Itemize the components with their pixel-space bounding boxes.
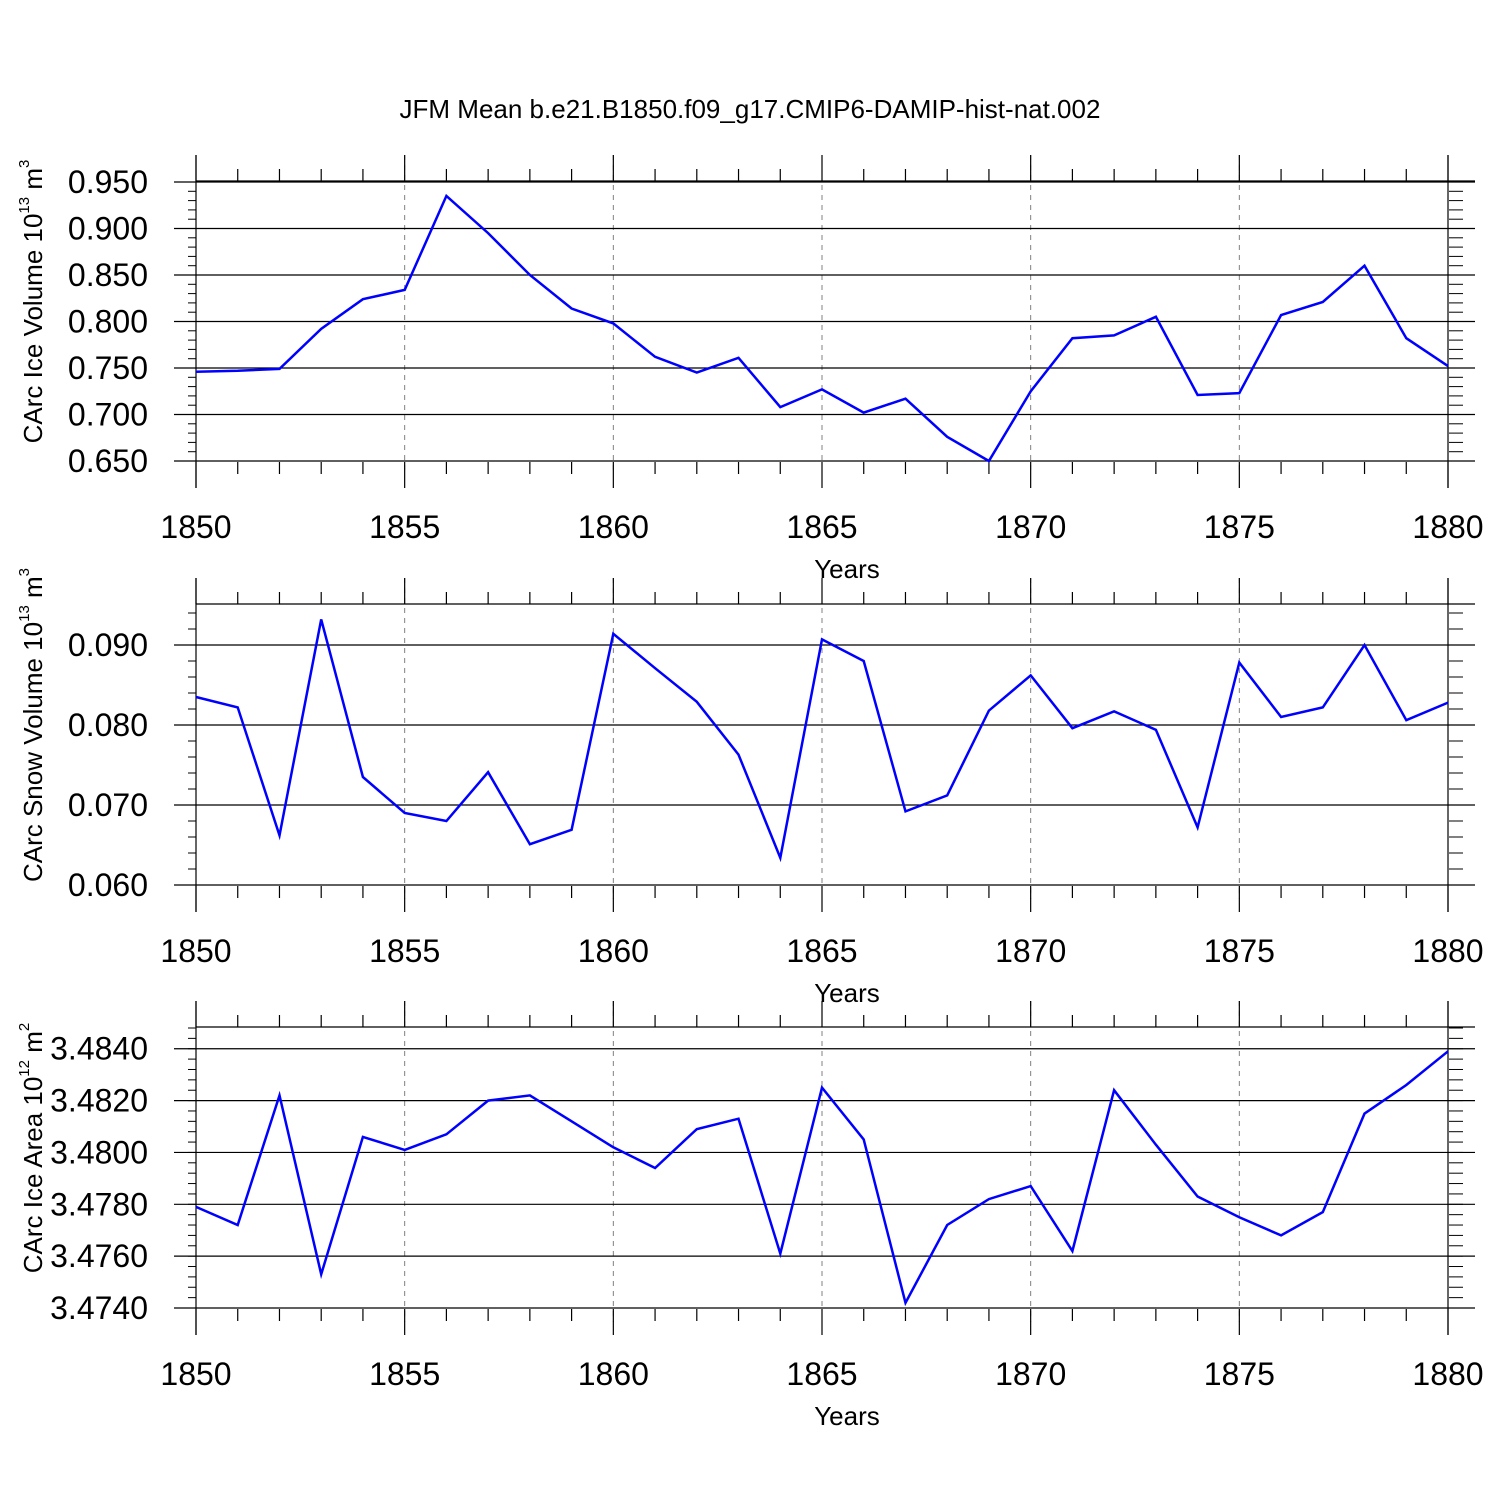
x-tick-label: 1870 (995, 933, 1066, 969)
x-tick-label: 1855 (369, 509, 440, 545)
x-tick-label: 1850 (160, 1356, 231, 1392)
x-tick-label: 1875 (1204, 509, 1275, 545)
x-tick-label: 1880 (1412, 1356, 1483, 1392)
x-tick-label: 1865 (786, 1356, 857, 1392)
y-axis-label: CArc Ice Volume 1013 m3 (16, 160, 48, 444)
x-tick-label: 1880 (1412, 509, 1483, 545)
y-label-text: CArc Snow Volume 10 (18, 622, 48, 882)
y-axis-label: CArc Ice Area 1012 m2 (16, 1023, 48, 1273)
x-tick-label: 1855 (369, 933, 440, 969)
panel-snow-volume: 0.060 0.070 0.080 0.090 1850 1855 1860 1865 1870… (16, 568, 1484, 1008)
series-line-snow-volume (195, 619, 1449, 863)
y-label-exponent: 13 (16, 197, 33, 214)
figure-title: JFM Mean b.e21.B1850.f09_g17.CMIP6-DAMIP… (400, 94, 1101, 124)
y-label-unit: m (18, 1031, 48, 1060)
x-tick-label: 1875 (1204, 933, 1275, 969)
x-tick-label: 1860 (578, 509, 649, 545)
y-tick-label: 3.4760 (50, 1238, 148, 1274)
y-tick-label: 3.4820 (50, 1083, 148, 1119)
y-tick-label: 3.4740 (50, 1290, 148, 1326)
x-tick-label: 1850 (160, 933, 231, 969)
x-tick-label: 1850 (160, 509, 231, 545)
y-tick-label: 3.4840 (50, 1031, 148, 1067)
y-label-unit-exponent: 3 (16, 160, 33, 168)
series-line-ice-area (195, 1050, 1449, 1307)
y-tick-label: 0.700 (68, 397, 148, 433)
x-tick-label: 1865 (786, 509, 857, 545)
y-label-unit: m (18, 576, 48, 605)
panel-ice-volume: 0.650 0.700 0.750 0.800 0.850 0.900 0.950 1850 1… (16, 155, 1484, 584)
y-tick-label: 0.800 (68, 304, 148, 340)
x-tick-label: 1870 (995, 1356, 1066, 1392)
series-line-ice-volume (195, 193, 1449, 463)
y-label-exponent: 13 (16, 605, 33, 622)
x-tick-label: 1880 (1412, 933, 1483, 969)
y-label-text: CArc Ice Volume 10 (18, 214, 48, 444)
x-tick-label: 1860 (578, 933, 649, 969)
x-tick-label: 1860 (578, 1356, 649, 1392)
y-tick-label: 3.4800 (50, 1134, 148, 1170)
y-label-unit: m (18, 168, 48, 197)
x-axis-label: Years (814, 978, 880, 1008)
panel-ice-area: 3.4740 3.4760 3.4780 3.4800 3.4820 3.4840 1850… (16, 1001, 1484, 1431)
y-tick-label: 0.070 (68, 787, 148, 823)
y-tick-label: 0.080 (68, 707, 148, 743)
x-axis-label: Years (814, 554, 880, 584)
x-tick-label: 1855 (369, 1356, 440, 1392)
y-tick-label: 0.950 (68, 164, 148, 200)
y-label-exponent: 12 (16, 1060, 33, 1077)
y-tick-label: 0.090 (68, 627, 148, 663)
x-tick-label: 1870 (995, 509, 1066, 545)
x-tick-label: 1865 (786, 933, 857, 969)
y-tick-label: 0.850 (68, 257, 148, 293)
y-tick-label: 3.4780 (50, 1186, 148, 1222)
y-label-unit-exponent: 3 (16, 568, 33, 576)
x-tick-label: 1875 (1204, 1356, 1275, 1392)
y-label-text: CArc Ice Area 10 (18, 1077, 48, 1274)
y-label-unit-exponent: 2 (16, 1023, 33, 1031)
y-tick-label: 0.650 (68, 443, 148, 479)
y-tick-label: 0.750 (68, 350, 148, 386)
x-axis-label: Years (814, 1401, 880, 1431)
y-tick-label: 0.060 (68, 867, 148, 903)
y-tick-label: 0.900 (68, 211, 148, 247)
y-axis-label: CArc Snow Volume 1013 m3 (16, 568, 48, 882)
